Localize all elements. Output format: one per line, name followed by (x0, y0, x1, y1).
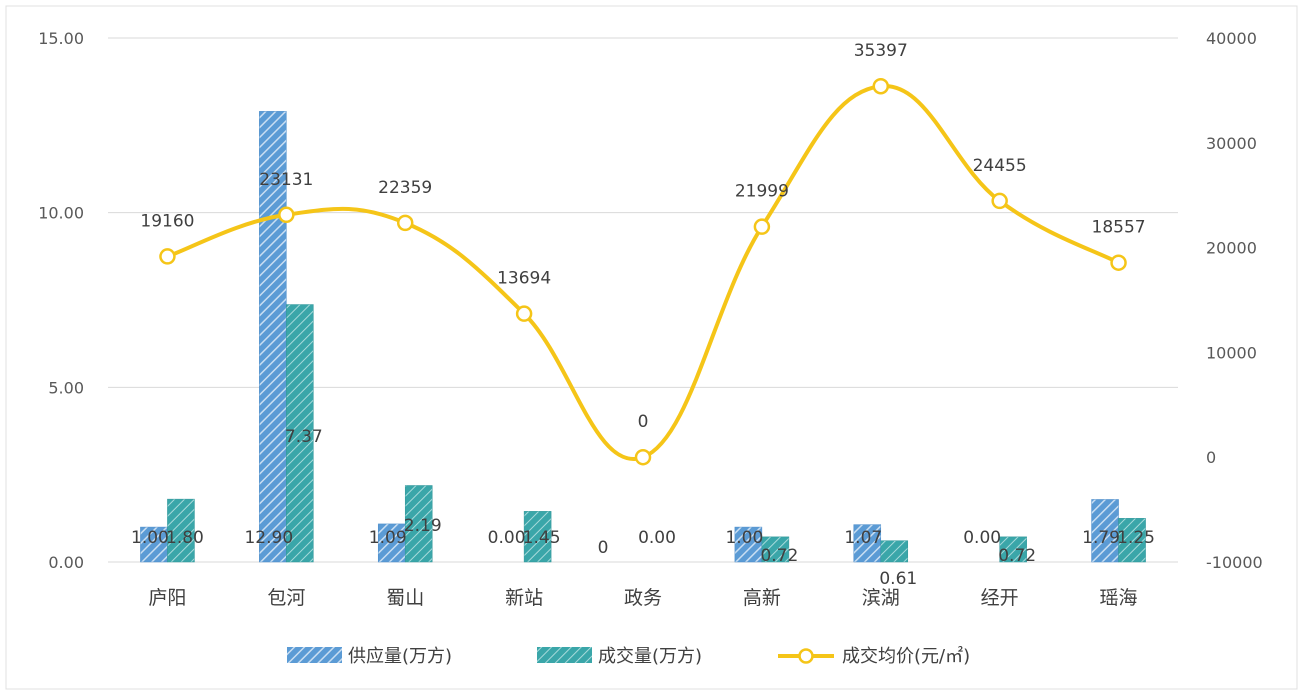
legend-label-price: 成交均价(元/㎡) (842, 645, 970, 667)
left-axis-tick: 15.00 (38, 29, 84, 48)
price-data-label: 24455 (973, 156, 1027, 176)
category-label: 政务 (624, 587, 662, 609)
supply-data-label: 0.00 (488, 528, 526, 548)
right-axis-tick: 40000 (1206, 29, 1257, 48)
deal-data-label: 0.72 (998, 546, 1036, 566)
bar-supply-庐阳 (140, 526, 168, 563)
category-label: 蜀山 (386, 587, 424, 609)
supply-data-label: 0.00 (963, 528, 1001, 548)
price-point (634, 448, 652, 466)
left-axis-tick: 5.00 (48, 378, 84, 397)
bar-supply-滨湖 (853, 524, 882, 563)
supply-data-label: 1.00 (725, 528, 763, 548)
bar-deal-包河 (286, 304, 314, 563)
price-data-label: 13694 (497, 269, 551, 289)
category-label: 高新 (743, 587, 781, 609)
category-label: 经开 (981, 587, 1019, 609)
left-axis-tick: 0.00 (48, 553, 84, 572)
price-data-label: 0 (638, 412, 649, 432)
deal-data-label: 0.00 (638, 528, 676, 548)
price-data-label: 35397 (854, 41, 908, 61)
price-point (872, 77, 890, 95)
deal-data-label: 0.72 (760, 546, 798, 566)
category-label: 滨湖 (862, 587, 900, 609)
legend-marker-price (798, 648, 814, 664)
bar-deal-高新 (761, 536, 790, 563)
deal-data-label: 7.37 (285, 427, 323, 447)
category-label: 瑶海 (1100, 587, 1138, 609)
legend-label-deal: 成交量(万方) (598, 646, 702, 667)
deal-data-label: 1.25 (1117, 528, 1155, 548)
price-point (159, 248, 176, 265)
left-axis-tick: 10.00 (38, 204, 84, 223)
right-axis-tick: 0 (1206, 448, 1216, 467)
bar-supply-高新 (734, 526, 763, 563)
supply-data-label: 12.90 (244, 528, 293, 548)
price-point (278, 206, 295, 224)
price-data-label: 23131 (259, 170, 313, 190)
bar-deal-新站 (523, 511, 552, 563)
supply-data-label: 0 (598, 538, 609, 558)
price-point (515, 305, 533, 322)
bar-deal-经开 (999, 536, 1027, 563)
deal-data-label: 1.45 (523, 528, 561, 548)
bar-supply-瑶海 (1091, 499, 1119, 563)
right-axis-tick: 30000 (1206, 134, 1257, 153)
deal-data-label: 1.80 (166, 528, 204, 548)
supply-data-label: 1.00 (131, 528, 169, 548)
deal-data-label: 2.19 (404, 516, 442, 536)
price-data-label: 18557 (1092, 218, 1146, 238)
right-axis-tick: 10000 (1206, 343, 1257, 362)
legend-swatch-supply (287, 647, 342, 663)
price-data-label: 19160 (140, 211, 194, 231)
supply-data-label: 1.07 (844, 528, 882, 548)
bar-deal-瑶海 (1118, 518, 1146, 563)
price-point (753, 218, 771, 235)
bar-supply-包河 (259, 111, 287, 563)
bar-deal-蜀山 (404, 485, 433, 563)
price-data-label: 21999 (735, 182, 789, 202)
price-point (991, 192, 1008, 210)
chart-frame (5, 5, 1298, 690)
category-label: 庐阳 (148, 587, 186, 609)
legend-swatch-deal (537, 647, 592, 663)
price-point (1110, 254, 1127, 271)
right-axis-tick: 20000 (1206, 239, 1257, 258)
bar-supply-蜀山 (377, 523, 406, 563)
supply-data-label: 1.09 (369, 528, 407, 548)
category-label: 新站 (505, 587, 543, 609)
bar-deal-庐阳 (167, 498, 195, 563)
deal-data-label: 0.61 (879, 569, 917, 589)
price-line (166, 84, 1120, 461)
bar-deal-滨湖 (880, 540, 909, 563)
price-point (396, 214, 414, 232)
supply-data-label: 1.79 (1082, 528, 1120, 548)
category-label: 包河 (267, 587, 305, 609)
price-data-label: 22359 (378, 178, 432, 198)
legend-label-supply: 供应量(万方) (348, 646, 452, 667)
right-axis-tick: -10000 (1206, 553, 1263, 572)
